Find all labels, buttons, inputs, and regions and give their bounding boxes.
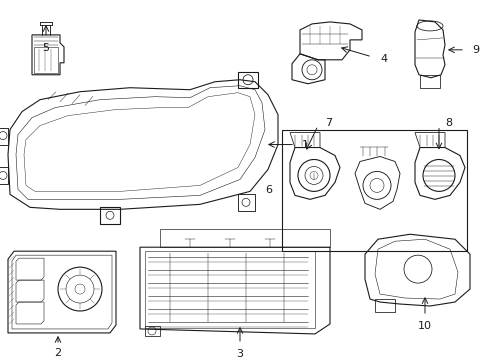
- Text: 7: 7: [325, 118, 332, 127]
- Text: 10: 10: [418, 321, 432, 331]
- Bar: [145, 251, 315, 328]
- Text: 8: 8: [445, 118, 452, 127]
- Text: 1: 1: [302, 140, 309, 149]
- Bar: [282, 130, 467, 251]
- Text: 9: 9: [472, 45, 479, 55]
- Text: 6: 6: [265, 185, 272, 195]
- Text: 4: 4: [380, 54, 387, 64]
- Text: 3: 3: [237, 349, 244, 359]
- Text: 2: 2: [54, 348, 62, 358]
- Text: 5: 5: [43, 43, 49, 53]
